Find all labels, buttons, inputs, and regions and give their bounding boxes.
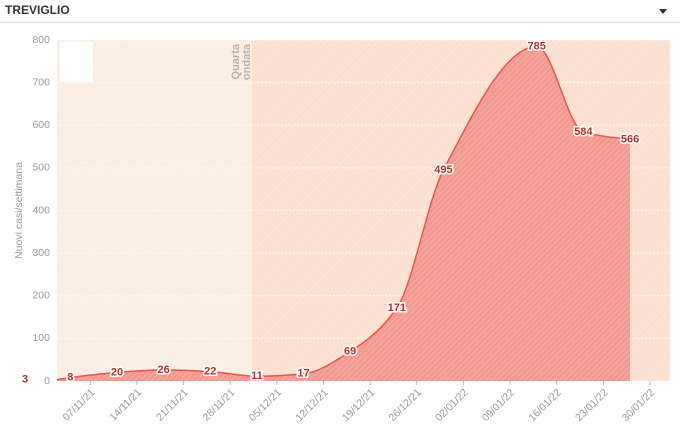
x-tick-label: 30/01/22 (620, 386, 657, 423)
value-label: 69 (344, 345, 356, 357)
x-tick-label: 19/12/21 (340, 386, 377, 423)
value-label: 171 (388, 302, 406, 314)
value-label: 495 (434, 164, 452, 176)
y-tick-label: 700 (32, 76, 50, 88)
x-tick-label: 21/11/21 (154, 386, 191, 423)
x-tick-label: 28/11/21 (200, 386, 237, 423)
value-label: 17 (297, 368, 309, 380)
y-tick-label: 0 (44, 375, 50, 387)
y-tick-label: 800 (32, 34, 50, 46)
legend-box (60, 42, 93, 82)
area-hatch (57, 46, 631, 382)
line (56, 45, 631, 381)
value-label: 785 (528, 40, 546, 52)
value-label: 26 (157, 364, 169, 376)
value-label: 584 (574, 126, 593, 138)
y-tick-label: 200 (32, 290, 50, 302)
y-tick-label: 600 (32, 119, 50, 131)
x-tick-label: 02/01/22 (433, 386, 470, 423)
x-tick-label: 05/12/21 (247, 386, 284, 423)
annotation: Quarta (230, 43, 242, 79)
y-tick-label: 400 (32, 204, 50, 216)
dropdown-title[interactable]: TREVIGLIO (5, 3, 70, 17)
x-tick-label: 07/11/21 (61, 386, 98, 423)
y-axis-label: Nuovi casi/settimana (13, 162, 25, 259)
value-label: 566 (621, 134, 639, 146)
axis-value-label: 3 (22, 374, 28, 386)
x-tick-label: 12/12/21 (293, 386, 330, 423)
x-tick-label: 26/12/21 (387, 386, 424, 423)
annotation: ondata (241, 43, 253, 80)
x-tick-label: 09/01/22 (480, 386, 517, 423)
x-tick-label: 16/01/22 (526, 386, 563, 423)
x-tick-label: 23/01/22 (573, 386, 610, 423)
value-label: 20 (111, 366, 123, 378)
dropdown-arrow[interactable] (659, 9, 667, 14)
y-tick-label: 100 (32, 332, 50, 344)
y-tick-label: 500 (32, 162, 50, 174)
value-label: 11 (251, 370, 263, 382)
x-tick-label: 14/11/21 (107, 386, 144, 423)
value-label: 8 (67, 371, 73, 383)
value-label: 22 (204, 366, 216, 378)
y-tick-label: 300 (32, 247, 50, 259)
